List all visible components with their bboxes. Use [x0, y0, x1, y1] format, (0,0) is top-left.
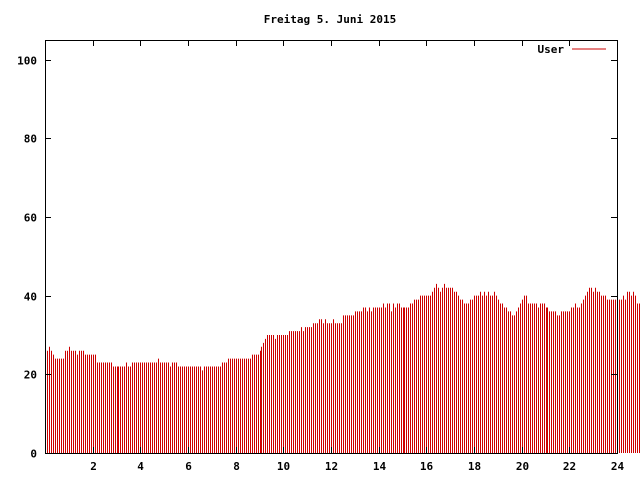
x-tick-label: 22: [563, 460, 576, 473]
y-tick-label: 40: [24, 291, 37, 304]
x-tick-label: 16: [420, 460, 434, 473]
x-tick-label: 24: [611, 460, 625, 473]
chart-title: Freitag 5. Juni 2015: [264, 13, 396, 26]
legend-label-user: User: [538, 43, 565, 56]
x-tick-label: 4: [137, 460, 144, 473]
y-tick-label: 60: [24, 212, 37, 225]
x-tick-label: 20: [516, 460, 529, 473]
y-tick-label: 0: [30, 448, 37, 461]
y-tick-label: 100: [17, 55, 37, 68]
x-tick-label: 8: [233, 460, 240, 473]
x-tick-label: 18: [468, 460, 481, 473]
x-tick-label: 14: [373, 460, 387, 473]
x-tick-label: 12: [325, 460, 338, 473]
x-tick-label: 6: [185, 460, 192, 473]
y-tick-label: 20: [24, 369, 37, 382]
y-tick-label: 80: [24, 133, 37, 146]
x-tick-label: 10: [277, 460, 290, 473]
x-tick-label: 2: [90, 460, 97, 473]
